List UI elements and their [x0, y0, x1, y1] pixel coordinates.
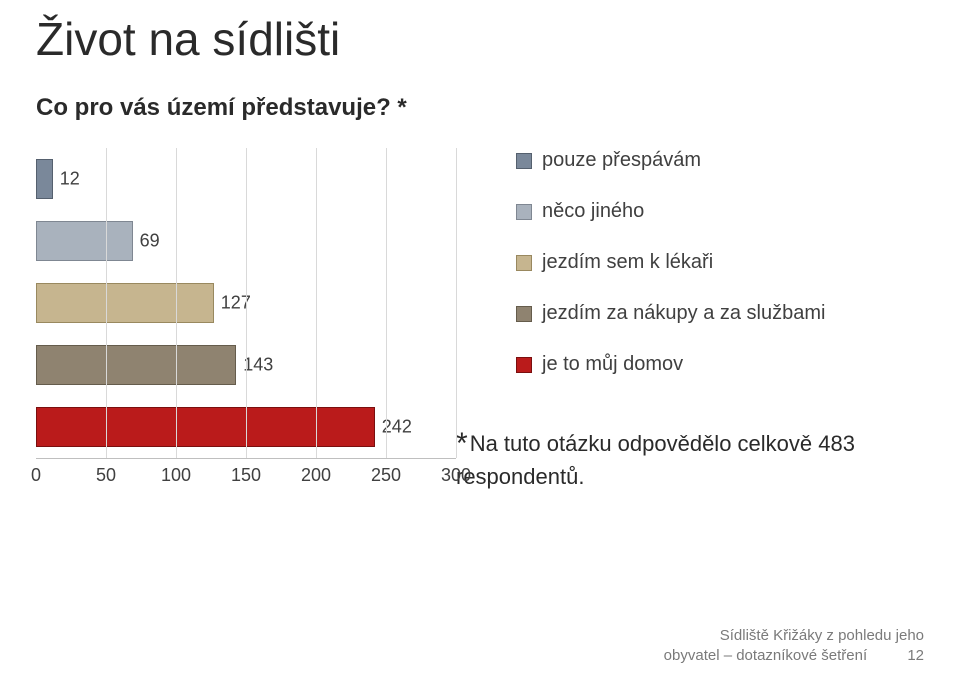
legend-swatch [516, 357, 532, 373]
chart-plot: 12 69 127 143 242 [36, 148, 456, 458]
chart-legend: pouze přespávám něco jiného jezdím sem k l… [516, 148, 836, 403]
content-row: 1269127143242 050100150200250300 pouze p… [36, 148, 924, 490]
legend-item-pouze_prespavam: pouze přespávám [516, 148, 836, 173]
slide: Život na sídlišti Co pro vás území předs… [0, 0, 960, 685]
chart-gridline [316, 148, 317, 458]
page-title: Život na sídlišti [36, 12, 924, 66]
legend-label: pouze přespávám [542, 148, 836, 173]
page-number: 12 [907, 646, 924, 666]
x-tick-label: 250 [371, 465, 401, 486]
x-tick-label: 150 [231, 465, 261, 486]
chart-x-axis: 050100150200250300 [36, 458, 456, 487]
x-tick-label: 0 [31, 465, 41, 486]
legend-label: jezdím sem k lékaři [542, 250, 836, 275]
bar-value-label: 12 [60, 169, 80, 190]
legend-label: něco jiného [542, 199, 836, 224]
legend-label: jezdím za nákupy a za službami [542, 301, 836, 326]
bar-muj_domov: 242 [36, 407, 375, 447]
legend-item-muj_domov: je to můj domov [516, 352, 836, 377]
legend-swatch [516, 153, 532, 169]
bar-neco_jineho: 69 [36, 221, 133, 261]
bar-pouze_prespavam: 12 [36, 159, 53, 199]
x-tick-label: 200 [301, 465, 331, 486]
x-tick-label: 50 [96, 465, 116, 486]
chart-right-column: pouze přespávám něco jiného jezdím sem k l… [456, 148, 924, 490]
note-text: Na tuto otázku odpovědělo celkově 483 re… [456, 431, 855, 489]
legend-label: je to můj domov [542, 352, 836, 377]
legend-swatch [516, 204, 532, 220]
legend-swatch [516, 255, 532, 271]
note-asterisk: * [456, 427, 468, 460]
chart-gridline [456, 148, 457, 458]
x-tick-label: 100 [161, 465, 191, 486]
chart-gridline [176, 148, 177, 458]
respondent-note: *Na tuto otázku odpovědělo celkově 483 r… [456, 425, 924, 490]
bar-chart: 1269127143242 050100150200250300 [36, 148, 456, 487]
footer-line-2: obyvatel – dotazníkové šetření [664, 646, 867, 666]
slide-footer: Sídliště Křižáky z pohledu jeho obyvatel… [664, 626, 924, 665]
legend-item-neco_jineho: něco jiného [516, 199, 836, 224]
chart-gridline [246, 148, 247, 458]
bar-value-label: 69 [140, 231, 160, 252]
legend-item-za_nakupy: jezdím za nákupy a za službami [516, 301, 836, 326]
bar-sem_k_lekari: 127 [36, 283, 214, 323]
legend-item-sem_k_lekari: jezdím sem k lékaři [516, 250, 836, 275]
chart-gridline [106, 148, 107, 458]
bar-value-label: 143 [243, 355, 273, 376]
chart-gridline [386, 148, 387, 458]
footer-line-1: Sídliště Křižáky z pohledu jeho [664, 626, 924, 646]
x-tick-label: 300 [441, 465, 471, 486]
bar-za_nakupy: 143 [36, 345, 236, 385]
legend-swatch [516, 306, 532, 322]
chart-subtitle: Co pro vás území představuje? * [36, 94, 924, 122]
